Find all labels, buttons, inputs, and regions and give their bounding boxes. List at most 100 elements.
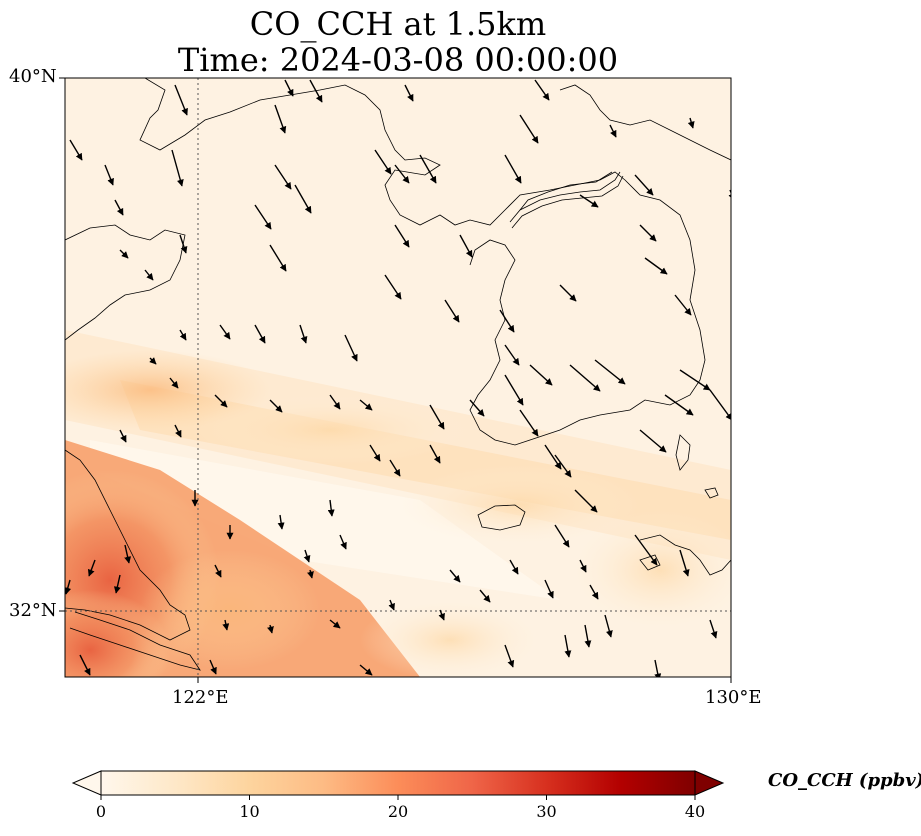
wind-arrow (674, 294, 692, 316)
wind-arrow (388, 599, 395, 611)
wind-arrow (274, 104, 287, 134)
wind-arrow (438, 609, 445, 621)
wind-arrow (579, 559, 587, 573)
wind-arrow (504, 154, 522, 184)
map-title-line1: CO_CCH at 1.5km (249, 5, 547, 43)
wind-arrow (119, 429, 127, 443)
map-title-line2: Time: 2024-03-08 00:00:00 (177, 41, 619, 79)
wind-arrow (444, 299, 460, 323)
wind-vectors (65, 79, 731, 677)
wind-arrow (564, 634, 572, 658)
wind-arrow (277, 514, 285, 530)
wind-arrow (114, 199, 124, 216)
wind-arrow (69, 139, 83, 161)
wind-arrow (519, 409, 539, 437)
wind-arrow (329, 394, 341, 410)
axis-ticks (59, 77, 732, 683)
colorbar (71, 770, 725, 800)
wind-arrow (604, 614, 613, 638)
wind-arrow (267, 624, 274, 634)
wind-arrow (307, 569, 314, 579)
lat-label-32n: 32°N (9, 600, 57, 621)
wind-arrow (504, 374, 524, 406)
colorbar-tick-label: 20 (387, 802, 409, 821)
wind-arrow (179, 329, 187, 341)
wind-arrow (634, 174, 654, 196)
wind-arrow (214, 564, 222, 578)
wind-arrow (309, 79, 323, 103)
wind-arrow (504, 344, 520, 366)
wind-arrow (519, 114, 539, 144)
wind-arrow (339, 534, 347, 550)
wind-arrow (384, 274, 402, 300)
wind-arrow (559, 284, 577, 302)
wind-arrow (79, 654, 91, 676)
wind-arrow (299, 324, 308, 344)
wind-arrow (404, 84, 414, 102)
wind-arrow (327, 499, 335, 517)
wind-arrow (709, 389, 731, 421)
wind-arrow (294, 184, 312, 214)
wind-arrow (449, 569, 461, 583)
wind-arrow (222, 619, 230, 631)
wind-arrow (179, 234, 188, 254)
wind-arrow (534, 79, 550, 101)
wind-arrow (329, 619, 341, 629)
wind-arrow (394, 164, 410, 184)
wind-arrow (214, 394, 228, 408)
wind-arrow (594, 359, 626, 385)
wind-arrow (479, 589, 491, 603)
coastlines (65, 78, 731, 671)
wind-arrow (269, 399, 283, 413)
wind-arrow (303, 549, 311, 563)
wind-arrow (709, 619, 718, 639)
colorbar-title: CO_CCH (ppbv) (768, 770, 921, 791)
wind-arrow (394, 224, 410, 248)
wind-arrow (584, 624, 592, 648)
wind-arrow (124, 544, 132, 564)
wind-arrow (504, 644, 515, 668)
wind-arrow (469, 399, 485, 417)
wind-arrow (104, 164, 114, 186)
wind-arrow (679, 369, 711, 391)
wind-arrow (274, 164, 292, 190)
wind-arrow (554, 454, 572, 478)
wind-arrow (174, 84, 188, 116)
wind-arrow (459, 234, 473, 258)
lon-label-122e: 122°E (172, 687, 229, 708)
wind-arrow (639, 429, 667, 453)
wind-arrow (171, 149, 184, 187)
wind-arrow (509, 559, 519, 575)
wind-arrow (589, 584, 599, 600)
wind-arrow (419, 154, 437, 184)
wind-arrow (359, 399, 373, 411)
wind-arrow (529, 364, 553, 386)
wind-arrow (544, 579, 554, 599)
wind-arrow (87, 559, 96, 577)
wind-arrow (499, 309, 515, 333)
wind-arrow (174, 424, 182, 438)
concentration-field (65, 78, 731, 677)
wind-arrow (687, 117, 695, 129)
wind-arrow (209, 659, 217, 675)
wind-arrow (634, 534, 658, 566)
wind-arrow (149, 357, 157, 365)
wind-arrow (544, 444, 562, 470)
wind-arrow (169, 377, 179, 389)
map-frame (64, 77, 732, 678)
wind-arrow (269, 244, 287, 272)
colorbar-tick-label: 0 (95, 802, 107, 821)
wind-arrow (144, 269, 154, 281)
wind-arrow (344, 334, 358, 362)
colorbar-tick-label: 30 (536, 802, 557, 821)
colorbar-tick-label: 10 (239, 802, 260, 821)
colorbar-tick-label: 40 (684, 802, 706, 821)
wind-arrow (359, 664, 373, 676)
wind-arrow (664, 394, 694, 416)
gridlines (65, 78, 731, 677)
wind-arrow (429, 444, 441, 464)
wind-arrow (609, 124, 617, 138)
wind-arrow (644, 257, 668, 275)
wind-arrow (679, 549, 690, 577)
wind-arrow (639, 224, 657, 242)
